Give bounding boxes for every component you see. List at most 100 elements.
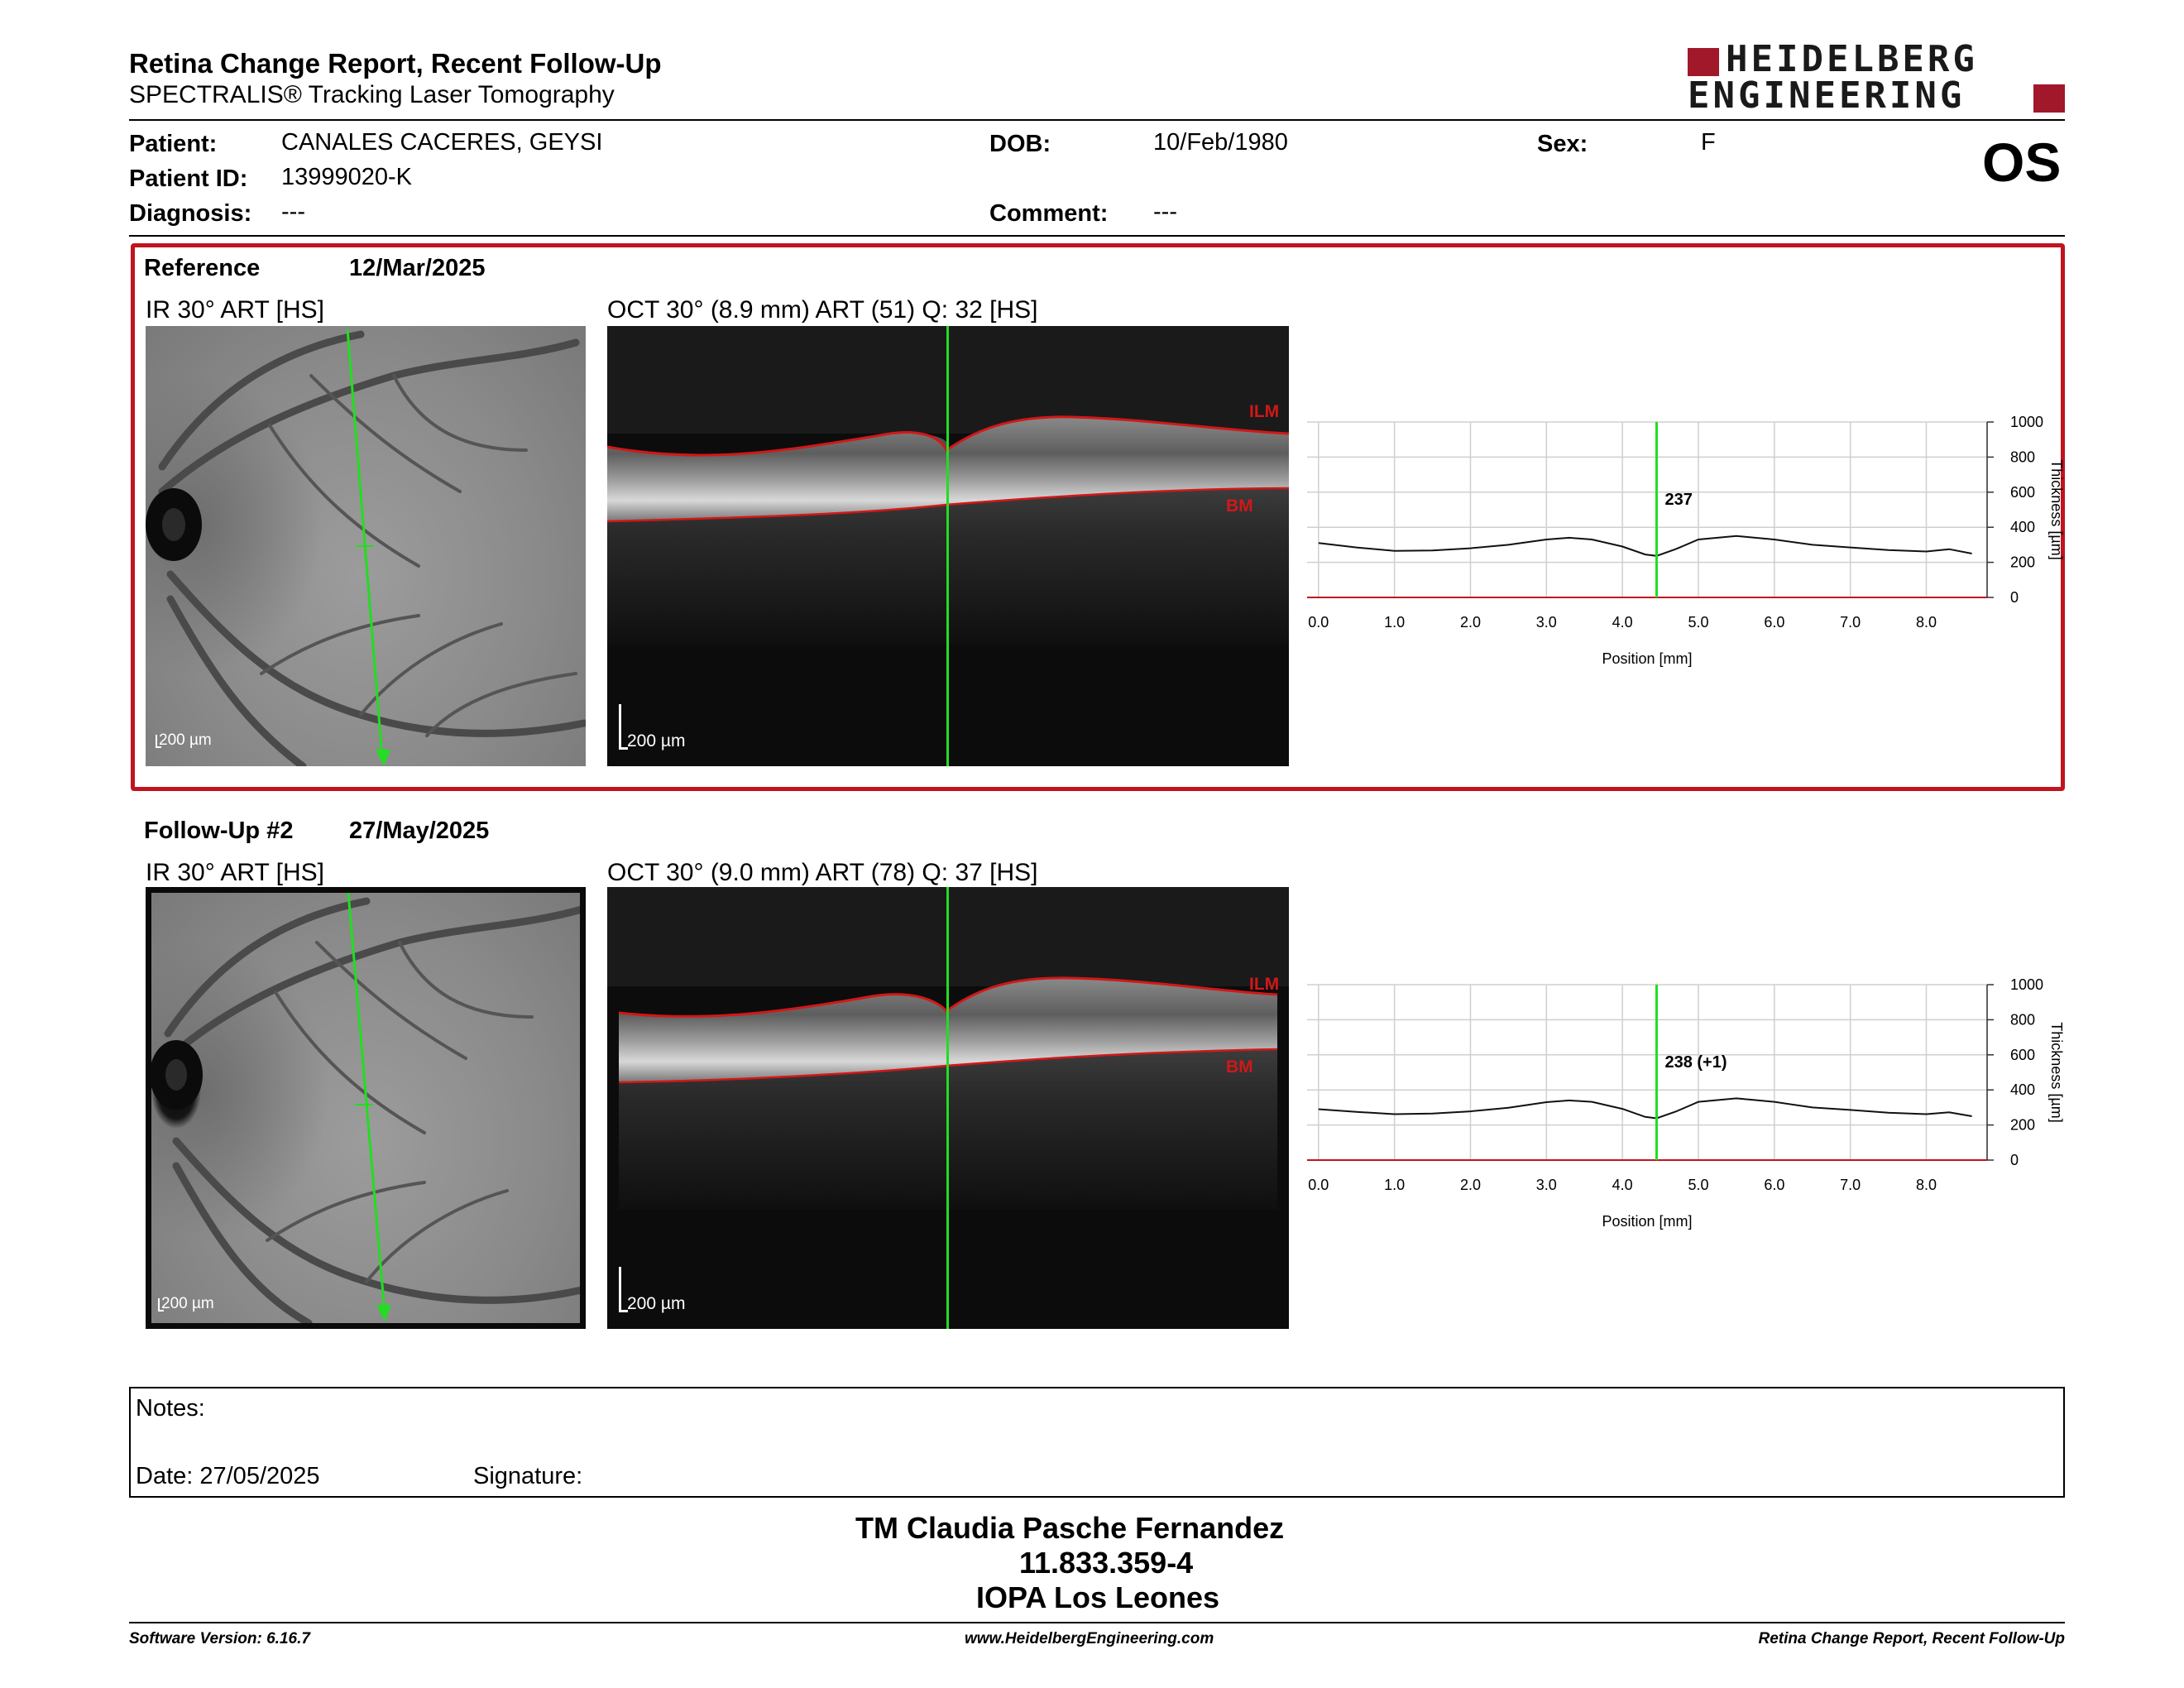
y-tick-label: 200 [2010,554,2035,571]
followup-label: Follow-Up #2 [144,818,294,844]
logo-word-1: HEIDELBERG [1726,38,1978,80]
x-tick-label: 7.0 [1840,614,1861,631]
eye-label: OS [1982,132,2062,193]
footer-rule [129,1622,2065,1623]
reference-oct-cursor [946,326,949,766]
signature-rut: 11.833.359-4 [1019,1546,1194,1580]
x-tick-label: 4.0 [1612,1177,1633,1193]
reference-bm-label: BM [1226,496,1253,516]
y-tick-label: 400 [2010,519,2035,535]
reference-oct-scale: 200 µm [618,704,686,750]
y-tick-label: 1000 [2010,976,2043,993]
followup-ilm-label: ILM [1249,975,1280,994]
followup-ir-label: IR 30° ART [HS] [146,859,324,886]
diagnosis-label: Diagnosis: [129,200,252,227]
y-tick-label: 800 [2010,1011,2035,1028]
x-axis-label: Position [mm] [1602,1213,1692,1230]
diagnosis-value: --- [281,199,305,225]
y-tick-label: 800 [2010,448,2035,465]
logo-square-bottom [2033,84,2065,113]
y-axis-label: Thickness [µm] [2048,1022,2065,1122]
x-tick-label: 6.0 [1764,1177,1784,1193]
header-rule [129,119,2065,121]
followup-thickness-chart: 0 200 400 600 800 1000 0.0 1.0 2.0 3.0 4.0 5.0 6.0 7.… [1307,976,2065,1230]
followup-oct-label: OCT 30° (9.0 mm) ART (78) Q: 37 [HS] [607,859,1038,886]
patient-id: 13999020-K [281,164,413,190]
reference-oct-image[interactable]: ILM BM 200 µm [607,326,1289,766]
logo-word-2: ENGINEERING [1688,74,1966,117]
y-axis-label: Thickness [µm] [2048,459,2065,559]
signature-label: Signature: [473,1463,583,1489]
x-tick-label: 1.0 [1384,1177,1405,1193]
chart-0-root: 0 200 400 600 800 1000 0.0 1.0 2.0 3.0 4.0 5.0 6.0 7.… [1307,414,2065,667]
sex-label: Sex: [1537,131,1588,157]
y-tick-label: 600 [2010,484,2035,501]
y-tick-label: 600 [2010,1047,2035,1063]
x-tick-label: 6.0 [1764,614,1784,631]
reference-oct-label: OCT 30° (8.9 mm) ART (51) Q: 32 [HS] [607,296,1038,324]
reference-date: 12/Mar/2025 [349,255,486,281]
patient-label: Patient: [129,131,218,157]
footer-software-version: Software Version: 6.16.7 [129,1630,310,1647]
footer-website[interactable]: www.HeidelbergEngineering.com [965,1630,1214,1647]
followup-ir-image[interactable]: 200 µm [146,887,586,1329]
reference-ilm-label: ILM [1249,402,1280,421]
report-title: Retina Change Report, Recent Follow-Up [129,48,662,79]
chart-1-root: 0 200 400 600 800 1000 0.0 1.0 2.0 3.0 4.0 5.0 6.0 7.… [1307,976,2065,1230]
comment-label: Comment: [989,200,1109,227]
followup-oct-image[interactable]: ILM BM 200 µm [607,887,1289,1329]
signature-clinic: IOPA Los Leones [976,1580,1220,1614]
thickness-line [1318,1097,1972,1120]
y-tick-label: 400 [2010,1081,2035,1098]
x-tick-label: 8.0 [1916,1177,1937,1193]
followup-date: 27/May/2025 [349,818,490,844]
thickness-line [1318,535,1972,557]
dob-label: DOB: [989,131,1051,157]
heidelberg-logo: HEIDELBERG ENGINEERING [1688,38,2065,117]
followup-fundus-vessels [151,897,580,1323]
cursor-value-label: 238 (+1) [1664,1053,1727,1072]
y-tick-label: 1000 [2010,414,2043,430]
info-rule [129,235,2065,237]
reference-highlight-box [131,243,2065,791]
notes-label: Notes: [136,1395,205,1422]
x-tick-label: 1.0 [1384,614,1405,631]
comment-value: --- [1153,199,1177,225]
x-tick-label: 8.0 [1916,614,1937,631]
followup-scan-line [347,893,391,1321]
followup-oct-scale: 200 µm [618,1267,686,1313]
signature-name: TM Claudia Pasche Fernandez [855,1511,1285,1545]
x-tick-label: 5.0 [1688,1177,1708,1193]
reference-ir-scale: 200 µm [156,731,212,749]
x-tick-label: 2.0 [1460,1177,1481,1193]
x-axis-label: Position [mm] [1602,650,1692,667]
reference-label: Reference [144,255,261,281]
patient-name: CANALES CACERES, GEYSI [281,129,603,156]
x-tick-label: 3.0 [1536,1177,1557,1193]
reference-fundus-vessels [146,330,586,766]
dob-value: 10/Feb/1980 [1153,129,1288,156]
followup-ir-scale: 200 µm [158,1295,214,1312]
patient-id-label: Patient ID: [129,165,248,192]
y-tick-label: 0 [2010,589,2019,606]
x-tick-label: 5.0 [1688,614,1708,631]
notes-date: Date: 27/05/2025 [136,1463,320,1489]
x-tick-label: 3.0 [1536,614,1557,631]
cursor-value-label: 237 [1664,491,1692,509]
y-tick-label: 0 [2010,1152,2019,1168]
x-tick-label: 4.0 [1612,614,1633,631]
x-tick-label: 2.0 [1460,614,1481,631]
reference-ir-image[interactable]: 200 µm [146,326,586,766]
reference-thickness-chart: 0 200 400 600 800 1000 0.0 1.0 2.0 3.0 4.0 5.0 6.0 7.… [1307,414,2065,667]
reference-ir-label: IR 30° ART [HS] [146,296,324,324]
sex-value: F [1701,129,1716,156]
notes-box[interactable]: Notes: Date: 27/05/2025 Signature: [129,1387,2065,1498]
x-tick-label: 0.0 [1308,614,1329,631]
x-tick-label: 0.0 [1308,1177,1329,1193]
reference-scan-line [346,328,390,766]
report-subtitle: SPECTRALIS® Tracking Laser Tomography [129,81,615,108]
followup-bm-label: BM [1226,1057,1253,1077]
logo-square-top [1688,48,1719,76]
y-tick-label: 200 [2010,1117,2035,1134]
followup-oct-cursor [946,887,949,1329]
